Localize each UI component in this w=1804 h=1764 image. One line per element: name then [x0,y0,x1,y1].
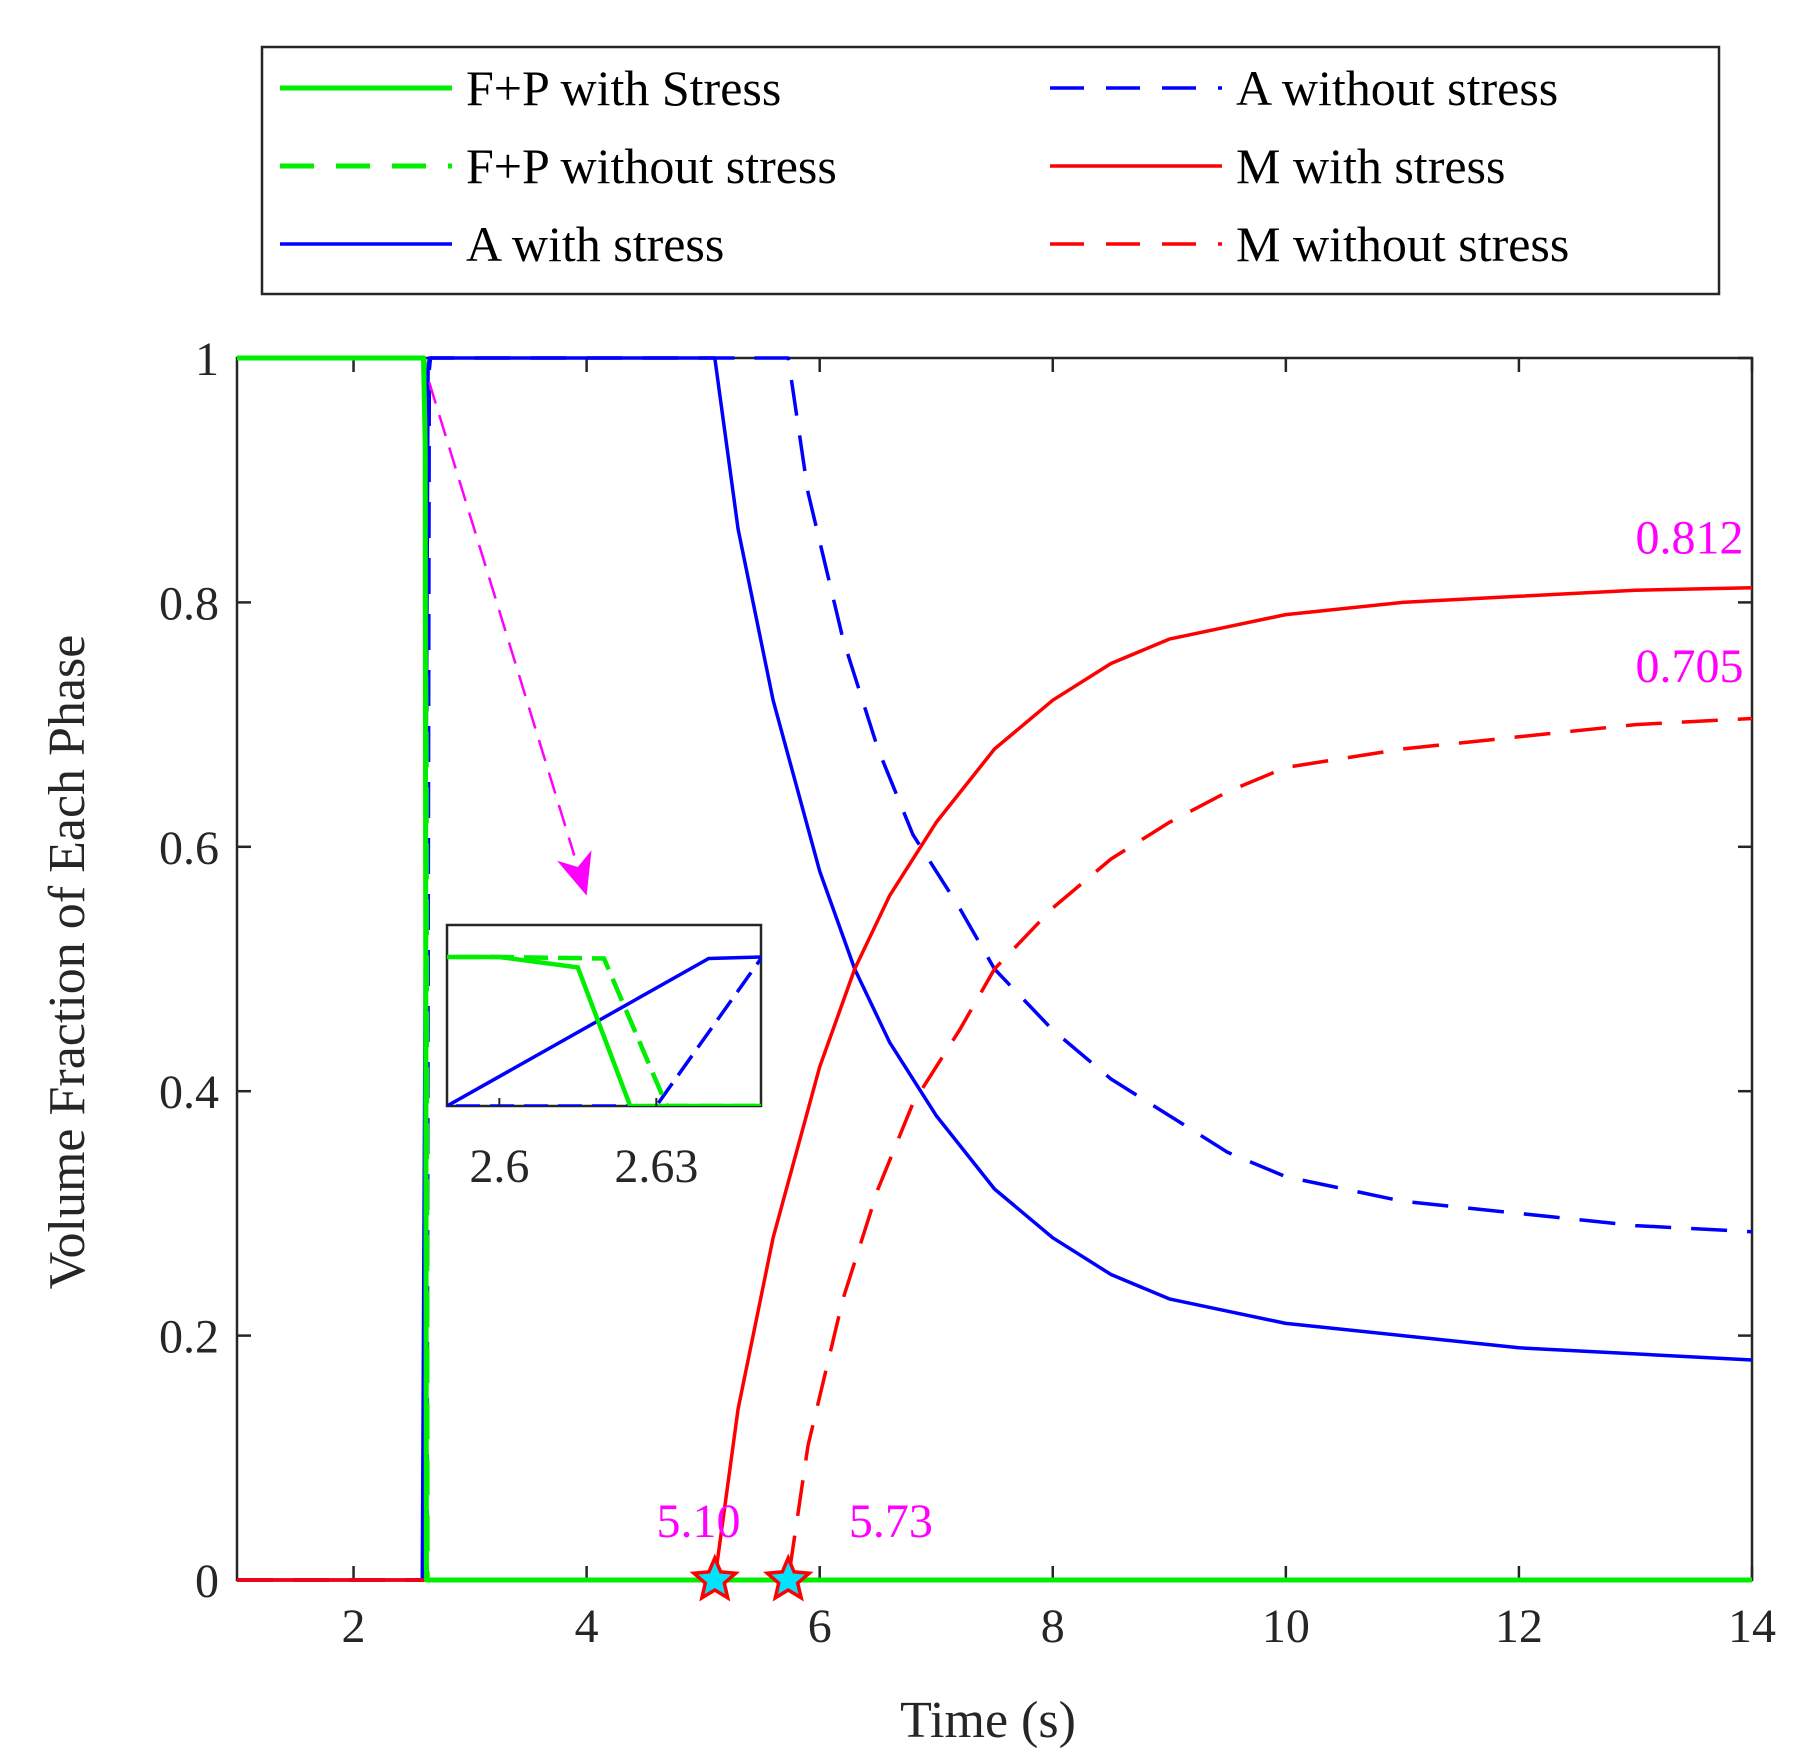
star-marker [763,1553,814,1602]
inset-line-f-p-without-stress [447,954,761,1106]
zoom-arrow-head [557,850,592,896]
x-tick-label: 2 [342,1600,366,1653]
legend-label: M with stress [1236,138,1505,194]
y-tick-label: 1 [195,333,219,386]
star-marker [689,1553,740,1602]
inset-line-a-with-stress [447,955,761,1106]
x-tick-label: 14 [1728,1600,1776,1653]
y-tick-label: 0.4 [159,1066,219,1119]
y-tick-label: 0.2 [159,1311,219,1364]
x-tick-label: 6 [808,1600,832,1653]
x-tick-label: 4 [575,1600,599,1653]
zoom-arrow-line [428,382,576,856]
plot-series [237,355,1753,1583]
inset-line-a-without-stress [447,956,761,1106]
series-line-a-with-stress [237,356,1753,1582]
legend-label: M without stress [1236,216,1569,272]
inset-series [447,954,761,1106]
plot-axes: 2 4 6 8 10 12 14 0 0.2 0.4 0.6 0.8 1 [159,333,1776,1653]
legend: F+P with Stress F+P without stress A with … [260,45,1721,296]
legend-label: F+P without stress [466,138,837,194]
annotation-label: 0.705 [1635,640,1743,693]
y-tick-label: 0 [195,1555,219,1608]
legend-label: A with stress [466,216,724,272]
x-tick-label: 12 [1495,1600,1543,1653]
inset-line-f-p-with-stress [447,954,761,1106]
series-line-m-without-stress [237,716,1753,1582]
annotation-label: 5.73 [849,1495,933,1548]
y-axis-title: Volume Fraction of Each Phase [39,635,96,1290]
x-tick-label: 8 [1041,1600,1065,1653]
y-tick-label: 0.6 [159,822,219,875]
x-tick-label: 10 [1262,1600,1310,1653]
legend-box [260,45,1721,296]
legend-label: F+P with Stress [466,60,781,116]
y-tick-label: 0.8 [159,577,219,630]
plot-annotations: 0.812 0.705 5.10 5.73 [428,382,1743,1602]
inset-x-tick-label: 2.6 [469,1140,529,1193]
inset-x-tick-label: 2.63 [614,1140,698,1193]
legend-label: A without stress [1236,60,1558,116]
annotation-label: 0.812 [1635,512,1743,565]
x-axis-title: Time (s) [900,1692,1076,1749]
series-line-m-with-stress [237,585,1753,1582]
annotation-label: 5.10 [657,1495,741,1548]
zoom-inset: 2.6 2.63 [445,923,763,1193]
